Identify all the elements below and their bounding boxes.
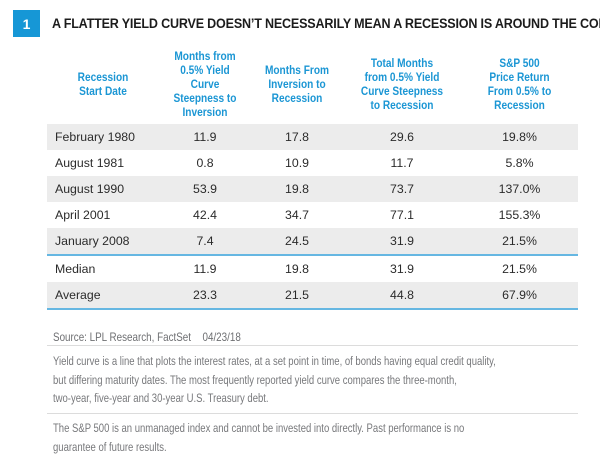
table-cell: 34.7 [285,208,309,222]
figure-number: 1 [22,15,31,32]
column-header-total-months: Total Months from 0.5% Yield Curve Steep… [360,57,444,112]
table-cell: 17.8 [251,124,343,150]
table-row-august-1990: August 1990 53.9 19.8 73.7 137.0% [47,176,578,202]
table-cell: 11.7 [390,156,414,170]
table-cell: Average [47,282,159,310]
header-row: Recession Start Date Months from 0.5% Yi… [47,45,578,124]
table-cell: February 1980 [47,124,159,150]
footnote-yield-curve-definition: Yield curve is a line that plots the int… [53,354,496,405]
figure-number-badge: 1 [13,10,40,37]
column-header-months-to-inversion: Months from 0.5% Yield Curve Steepness t… [173,50,237,119]
table-cell: 11.9 [159,124,251,150]
column-header-sp500-return: S&P 500 Price Return From 0.5% to Recess… [487,57,552,112]
table-cell: 44.8 [343,282,461,310]
table-cell: 77.1 [390,208,414,222]
table-cell: 10.9 [285,156,309,170]
table-cell: 42.4 [193,208,217,222]
table-cell: 31.9 [343,228,461,255]
table-row-average: Average 23.3 21.5 44.8 67.9% [47,282,578,310]
table-cell: 31.9 [343,254,461,282]
table-header: Recession Start Date Months from 0.5% Yi… [47,45,578,124]
divider [47,345,578,346]
table-cell: August 1990 [47,176,159,202]
column-header-recession-start-date: Recession Start Date [77,71,129,98]
table-cell: 19.8% [461,124,578,150]
table-cell: 24.5 [251,228,343,255]
table-row-january-2008: January 2008 7.4 24.5 31.9 21.5% [47,228,578,255]
yield-curve-recession-table: Recession Start Date Months from 0.5% Yi… [47,45,578,310]
table-body: February 1980 11.9 17.8 29.6 19.8% Augus… [47,124,578,310]
table-cell: 73.7 [343,176,461,202]
table-cell: August 1981 [55,156,125,170]
table-row-april-2001: April 2001 42.4 34.7 77.1 155.3% [47,202,578,228]
table-cell: 21.5 [251,282,343,310]
table-cell: 137.0% [461,176,578,202]
column-header-months-inversion-to-recession: Months From Inversion to Recession [264,64,330,105]
table-cell: 67.9% [461,282,578,310]
table-row-february-1980: February 1980 11.9 17.8 29.6 19.8% [47,124,578,150]
table-cell: 19.8 [251,176,343,202]
table-cell: 29.6 [343,124,461,150]
table-cell: 21.5% [461,254,578,282]
table-cell: 0.8 [196,156,214,170]
source-label: Source: LPL Research, FactSet [53,330,192,344]
footnote-sp500-disclaimer: The S&P 500 is an unmanaged index and ca… [53,421,465,454]
table-cell: Median [47,254,159,282]
source-date: 04/23/18 [202,330,241,344]
divider [47,413,578,414]
table-cell: 155.3% [498,208,541,222]
source-line: Source: LPL Research, FactSet 04/23/18 [53,330,241,344]
table-cell: 5.8% [505,156,534,170]
table-row-median: Median 11.9 19.8 31.9 21.5% [47,254,578,282]
figure-title: A FLATTER YIELD CURVE DOESN’T NECESSARIL… [52,16,600,31]
table-cell: 19.8 [251,254,343,282]
table-cell: 21.5% [461,228,578,255]
table-cell: January 2008 [47,228,159,255]
table-row-august-1981: August 1981 0.8 10.9 11.7 5.8% [47,150,578,176]
table-cell: April 2001 [55,208,111,222]
table-cell: 23.3 [159,282,251,310]
table-cell: 53.9 [159,176,251,202]
table-cell: 7.4 [159,228,251,255]
table-cell: 11.9 [159,254,251,282]
